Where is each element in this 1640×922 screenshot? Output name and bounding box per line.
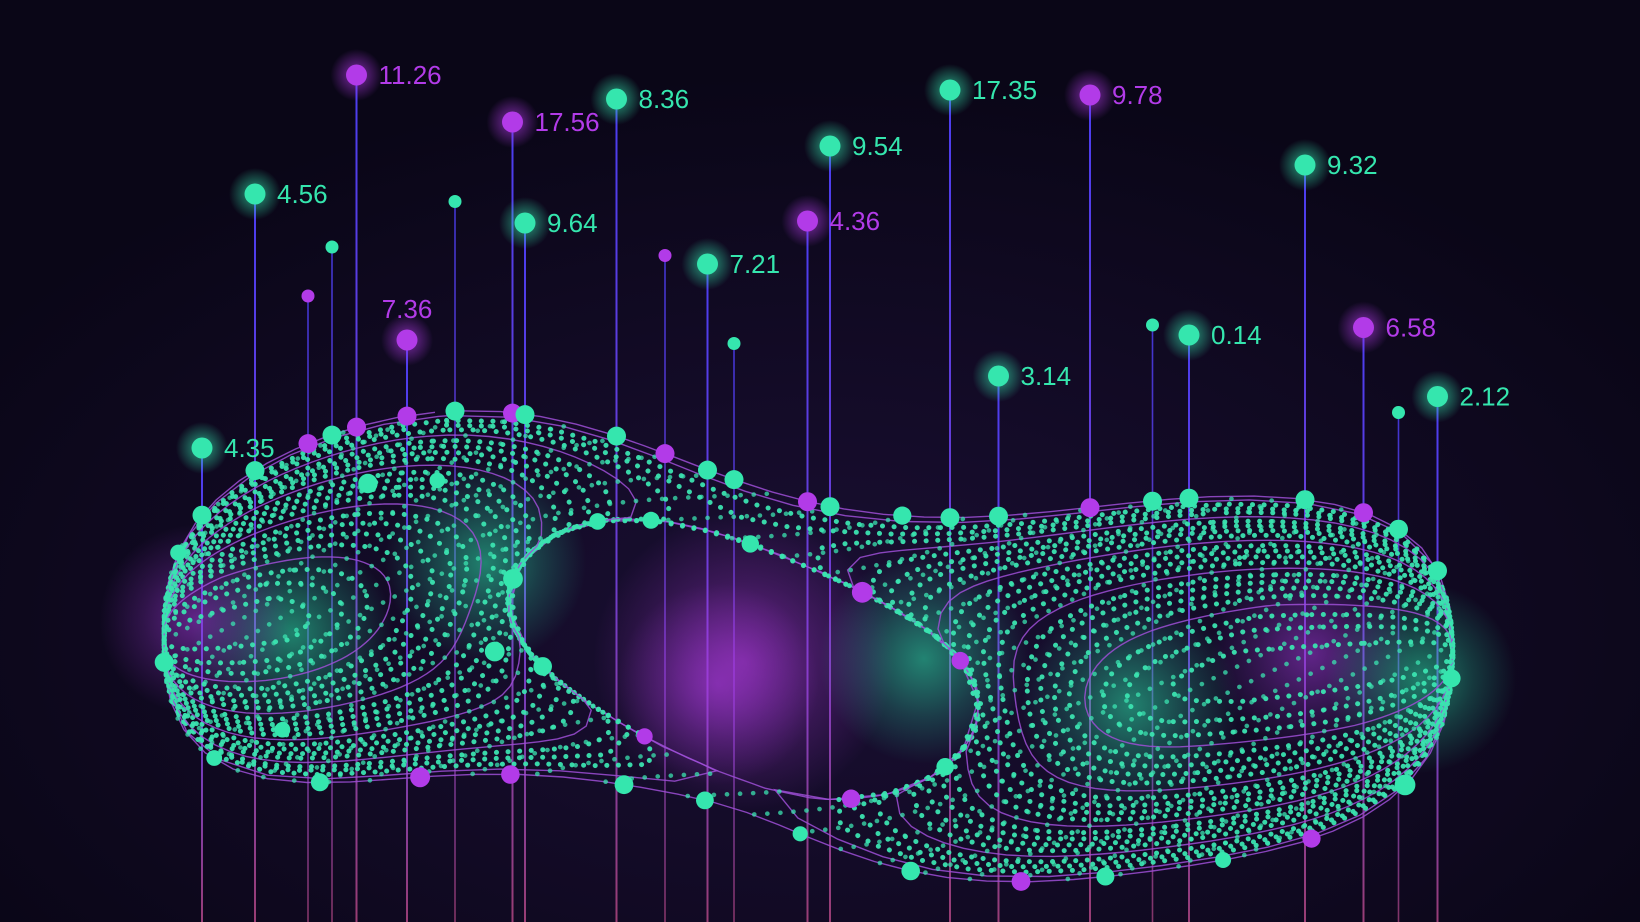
svg-text:3.14: 3.14 bbox=[1021, 361, 1072, 391]
svg-text:17.35: 17.35 bbox=[972, 75, 1037, 105]
svg-text:9.64: 9.64 bbox=[547, 208, 598, 238]
svg-text:0.14: 0.14 bbox=[1211, 320, 1262, 350]
svg-text:17.56: 17.56 bbox=[535, 107, 600, 137]
svg-text:4.35: 4.35 bbox=[224, 433, 275, 463]
svg-text:7.21: 7.21 bbox=[730, 249, 781, 279]
svg-text:2.12: 2.12 bbox=[1460, 382, 1511, 412]
svg-text:9.78: 9.78 bbox=[1112, 80, 1163, 110]
svg-text:8.36: 8.36 bbox=[639, 84, 690, 114]
svg-text:9.32: 9.32 bbox=[1327, 150, 1378, 180]
svg-text:11.26: 11.26 bbox=[379, 60, 442, 90]
svg-text:6.58: 6.58 bbox=[1386, 313, 1437, 343]
svg-text:9.54: 9.54 bbox=[852, 131, 903, 161]
svg-text:4.36: 4.36 bbox=[830, 206, 881, 236]
svg-text:7.36: 7.36 bbox=[382, 294, 433, 324]
svg-text:4.56: 4.56 bbox=[277, 179, 328, 209]
